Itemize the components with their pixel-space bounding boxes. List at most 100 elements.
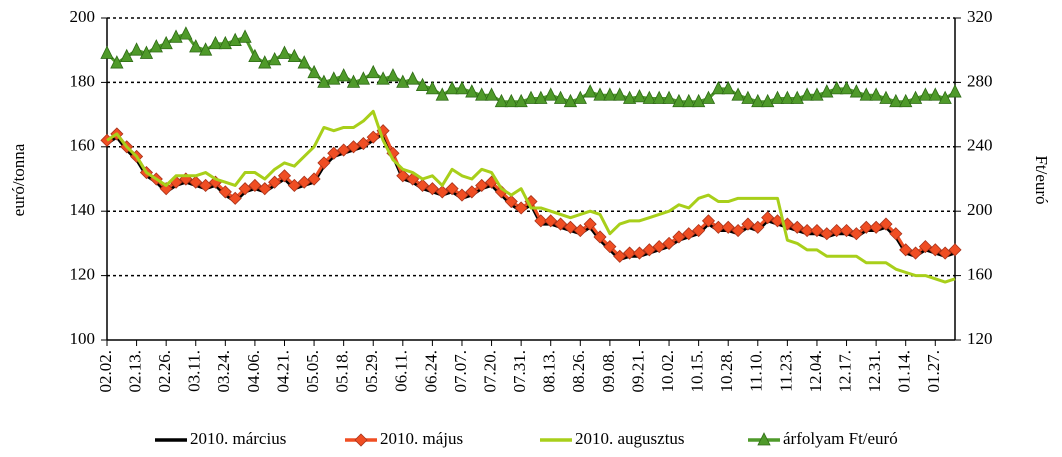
- data-point: [258, 182, 272, 196]
- data-point: [652, 240, 666, 254]
- x-tick-label: 10.28.: [717, 350, 736, 393]
- x-tick-label: 07.31.: [510, 350, 529, 393]
- data-point: [524, 90, 538, 104]
- y2-axis-title: Ft/euró: [1032, 155, 1051, 204]
- data-point: [534, 214, 548, 228]
- data-point: [869, 220, 883, 234]
- data-point: [425, 80, 440, 95]
- x-tick-label: 06.11.: [392, 350, 411, 392]
- data-point: [287, 48, 301, 63]
- x-tick-label: 03.24.: [214, 350, 233, 393]
- data-point: [721, 80, 735, 95]
- data-point: [830, 80, 844, 95]
- data-point: [267, 51, 282, 66]
- data-point: [100, 45, 114, 59]
- data-point: [938, 90, 952, 104]
- data-point: [682, 227, 696, 241]
- data-point: [169, 29, 183, 43]
- data-point: [859, 87, 873, 101]
- data-point: [356, 71, 371, 85]
- data-point: [366, 130, 380, 144]
- data-point: [139, 45, 154, 59]
- x-tick-label: 08.26.: [569, 350, 588, 393]
- data-point: [908, 246, 923, 260]
- data-point: [761, 93, 775, 108]
- data-point: [465, 185, 479, 199]
- data-point: [129, 42, 144, 56]
- x-tick-label: 02.13.: [125, 350, 144, 393]
- data-point: [820, 84, 834, 98]
- legend-marker: [354, 433, 368, 447]
- data-point: [445, 182, 459, 196]
- data-point: [415, 77, 430, 92]
- y2-tick-label: 200: [967, 200, 993, 219]
- x-tick-label: 12.04.: [806, 350, 825, 393]
- data-point: [672, 230, 686, 244]
- data-point: [593, 230, 607, 244]
- x-tick-label: 07.20.: [480, 350, 499, 393]
- data-point: [475, 178, 489, 193]
- data-point: [277, 169, 292, 183]
- data-point: [642, 243, 656, 257]
- data-point: [465, 84, 479, 98]
- data-point: [839, 80, 854, 95]
- data-point: [317, 156, 331, 170]
- x-tick-label: 05.05.: [303, 350, 322, 393]
- data-point: [415, 178, 430, 193]
- y-tick-label: 200: [70, 7, 96, 26]
- data-point: [800, 87, 814, 101]
- data-point: [662, 236, 676, 250]
- x-tick-label: 10.15.: [688, 350, 707, 393]
- data-point: [652, 90, 666, 104]
- series-line: [106, 109, 956, 284]
- data-point: [386, 68, 400, 82]
- data-point: [208, 35, 223, 50]
- data-point: [623, 246, 637, 260]
- x-tick-label: 12.31.: [865, 350, 884, 393]
- data-point: [228, 32, 242, 46]
- legend-label: 2010. május: [380, 429, 463, 448]
- data-point: [583, 84, 597, 98]
- data-point: [179, 26, 193, 40]
- x-tick-label: 01.27.: [924, 350, 943, 393]
- data-point: [238, 182, 252, 196]
- data-point: [751, 93, 765, 108]
- data-point: [839, 223, 854, 238]
- data-point: [622, 90, 637, 104]
- x-tick-label: 08.13.: [540, 350, 559, 393]
- y-tick-label: 140: [70, 200, 96, 219]
- data-point: [248, 178, 262, 193]
- data-point: [879, 90, 893, 104]
- data-point: [455, 188, 469, 202]
- data-point: [258, 55, 272, 69]
- legend-label: 2010. augusztus: [575, 429, 685, 448]
- y-tick-label: 180: [70, 71, 96, 90]
- x-tick-label: 12.17.: [835, 350, 854, 393]
- data-point: [307, 64, 321, 79]
- data-point: [613, 249, 627, 263]
- legend-label: árfolyam Ft/euró: [783, 429, 898, 448]
- data-point: [514, 93, 528, 108]
- data-point: [938, 246, 952, 260]
- x-tick-label: 07.07.: [451, 350, 470, 393]
- data-point: [406, 71, 420, 85]
- data-point: [475, 87, 489, 101]
- y2-tick-label: 160: [967, 265, 993, 284]
- data-point: [425, 182, 439, 196]
- data-point: [445, 80, 459, 95]
- data-point: [268, 175, 282, 189]
- y2-tick-label: 120: [967, 329, 993, 348]
- data-point: [189, 39, 203, 53]
- data-point: [149, 39, 163, 53]
- data-point: [563, 93, 578, 108]
- data-point: [563, 220, 578, 234]
- data-point: [327, 71, 341, 85]
- y-tick-label: 160: [70, 136, 96, 155]
- x-tick-label: 04.06.: [244, 350, 263, 393]
- data-point: [356, 137, 370, 151]
- data-point: [859, 220, 873, 234]
- x-tick-label: 04.21.: [273, 350, 292, 393]
- data-point: [918, 240, 932, 254]
- data-point: [307, 172, 321, 186]
